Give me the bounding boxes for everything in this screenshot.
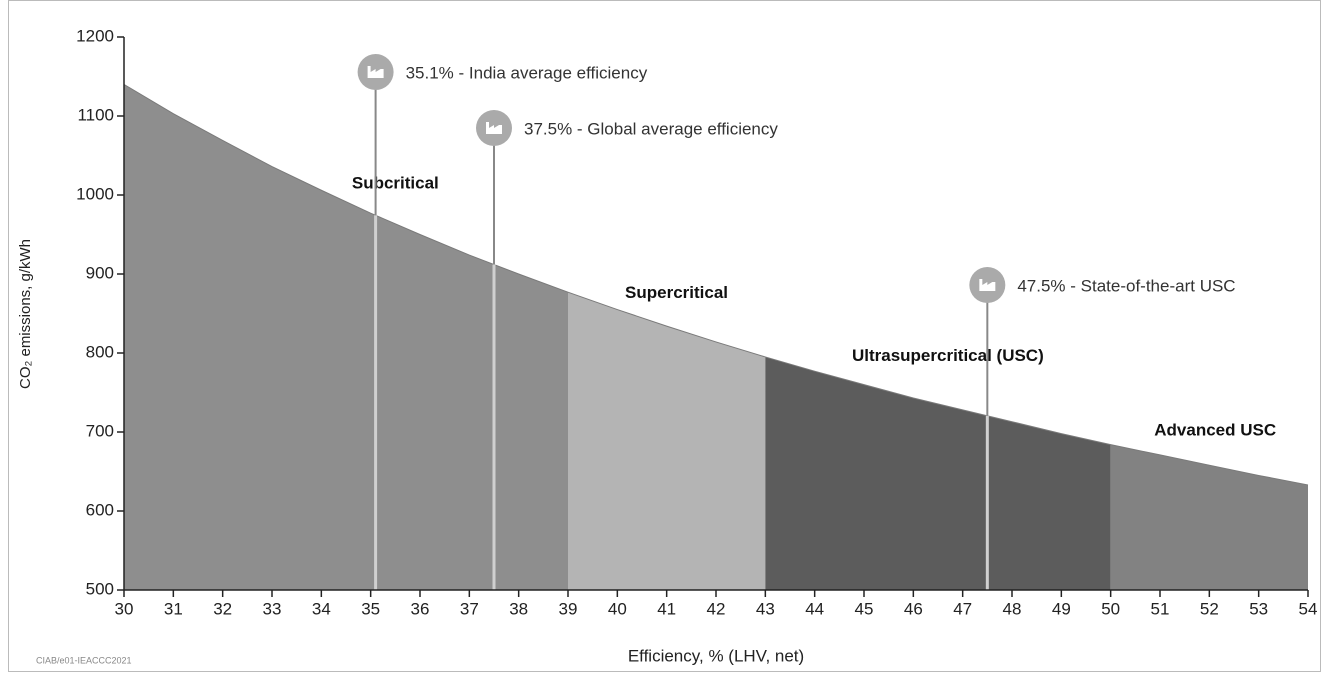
- frame: [8, 0, 1321, 672]
- factory-icon: [979, 279, 996, 291]
- x-tick-label: 40: [608, 599, 627, 618]
- curve: [123, 83, 1309, 486]
- x-tick-label: 46: [904, 599, 923, 618]
- x-tick-label: 54: [1299, 599, 1318, 618]
- x-tick-label: 50: [1101, 599, 1120, 618]
- region-area: [124, 84, 568, 591]
- marker-label: 47.5% - State-of-the-art USC: [1017, 276, 1235, 295]
- factory-icon: [486, 122, 502, 134]
- x-axis-label: Efficiency, % (LHV, net): [628, 646, 804, 665]
- y-tick-label: 1100: [77, 105, 114, 124]
- y-tick-label: 900: [86, 263, 114, 282]
- region-area: [765, 356, 1111, 590]
- x-tick-label: 32: [213, 599, 232, 618]
- x-tick-label: 39: [559, 599, 578, 618]
- x-tick-label: 30: [115, 599, 134, 618]
- region-label: Ultrasupercritical (USC): [852, 346, 1044, 365]
- region-label: Advanced USC: [1154, 421, 1276, 440]
- region-label: Subcritical: [352, 173, 439, 192]
- y-tick-label: 1000: [76, 184, 114, 203]
- factory-icon: [367, 66, 384, 78]
- y-tick-label: 800: [86, 342, 114, 361]
- x-tick-label: 47: [953, 599, 972, 618]
- x-tick-label: 37: [460, 599, 479, 618]
- x-tick-label: 52: [1200, 599, 1219, 618]
- x-tick-label: 31: [164, 599, 183, 618]
- footnote: CIAB/e01-IEACCC2021: [36, 655, 132, 665]
- marker-label: 35.1% - India average efficiency: [406, 63, 648, 82]
- x-tick-label: 33: [263, 599, 282, 618]
- x-tick-label: 41: [657, 599, 676, 618]
- x-tick-label: 42: [707, 599, 726, 618]
- x-tick-label: 45: [855, 599, 874, 618]
- y-tick-label: 700: [86, 421, 114, 440]
- region-label: Supercritical: [625, 283, 728, 302]
- x-tick-label: 35: [361, 599, 380, 618]
- y-tick-label: 1200: [76, 26, 114, 45]
- y-axis-label: CO₂ emissions, g/kWh: [17, 239, 34, 389]
- marker-label: 37.5% - Global average efficiency: [524, 119, 778, 138]
- x-tick-label: 43: [756, 599, 775, 618]
- y-tick-label: 600: [86, 500, 114, 519]
- x-tick-label: 49: [1052, 599, 1071, 618]
- x-tick-label: 48: [1003, 599, 1022, 618]
- region-area: [1110, 444, 1308, 590]
- region-area: [568, 292, 766, 590]
- x-tick-label: 36: [411, 599, 430, 618]
- x-tick-label: 34: [312, 599, 331, 618]
- y-tick-label: 500: [86, 579, 114, 598]
- x-tick-label: 53: [1249, 599, 1268, 618]
- x-tick-label: 44: [805, 599, 824, 618]
- x-tick-label: 38: [509, 599, 528, 618]
- x-tick-label: 51: [1151, 599, 1170, 618]
